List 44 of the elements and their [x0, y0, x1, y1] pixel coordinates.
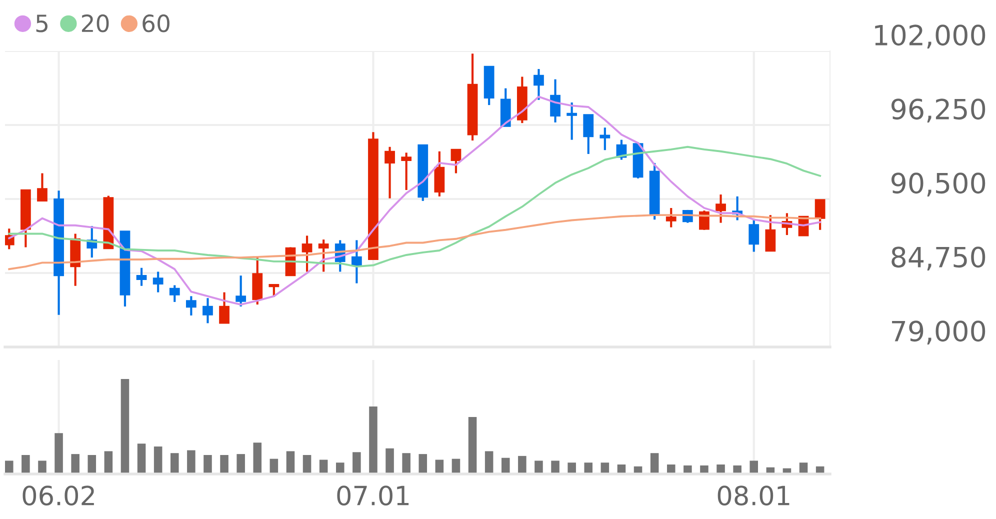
bar — [54, 433, 63, 474]
bar — [38, 460, 46, 474]
bar — [22, 455, 30, 474]
bar — [386, 448, 394, 474]
bar — [402, 453, 410, 474]
bar — [137, 444, 146, 474]
bar — [220, 455, 228, 474]
legend-label: 5 — [36, 14, 48, 32]
y-tick-label: 102,000 — [875, 24, 986, 48]
bar — [170, 453, 179, 474]
bar — [568, 462, 576, 474]
bar — [518, 456, 526, 474]
y-tick-label: 84,750 — [892, 246, 986, 270]
bar — [551, 460, 560, 474]
bar — [154, 446, 162, 474]
bar — [336, 462, 344, 474]
bar — [501, 458, 510, 474]
bar — [120, 379, 130, 474]
bar — [534, 460, 543, 474]
bar — [369, 406, 378, 474]
bar — [286, 451, 295, 474]
legend-label: 60 — [142, 14, 170, 32]
bar — [5, 460, 14, 474]
y-tick-label: 96,250 — [891, 98, 986, 122]
bar — [750, 460, 758, 474]
bar — [88, 455, 96, 474]
bar — [236, 454, 245, 474]
bar — [468, 417, 477, 474]
x-tick-label: 07.01 — [337, 486, 409, 506]
bar — [418, 454, 428, 474]
bar — [204, 455, 212, 474]
y-tick-label: 79,000 — [892, 320, 986, 344]
bar — [104, 451, 113, 474]
bar — [253, 442, 262, 474]
bar — [650, 453, 659, 474]
y-tick-label: 90,500 — [891, 172, 986, 196]
bar — [71, 454, 80, 474]
bar — [352, 452, 361, 474]
bar — [584, 462, 593, 474]
bar — [187, 450, 196, 474]
x-tick-label: 06.02 — [22, 486, 94, 506]
x-tick-label: 08.01 — [718, 486, 790, 506]
bar — [484, 451, 494, 474]
legend-label: 20 — [82, 14, 109, 32]
